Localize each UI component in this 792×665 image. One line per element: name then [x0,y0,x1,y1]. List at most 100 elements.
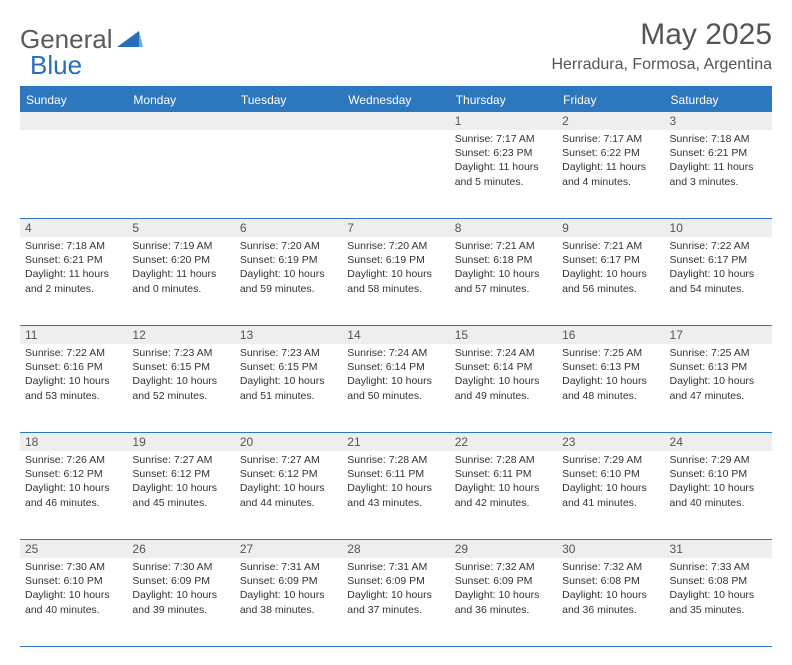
week-row: 11121314151617Sunrise: 7:22 AMSunset: 6:… [20,326,772,433]
daylight-line: Daylight: 10 hours and 41 minutes. [562,481,659,509]
daylight-line: Daylight: 10 hours and 49 minutes. [455,374,552,402]
daylight-line: Daylight: 10 hours and 46 minutes. [25,481,122,509]
day-content: Sunrise: 7:27 AMSunset: 6:12 PMDaylight:… [237,453,340,510]
dow-cell: Thursday [450,88,557,112]
day-number: 29 [450,540,557,558]
day-content: Sunrise: 7:31 AMSunset: 6:09 PMDaylight:… [344,560,447,617]
logo-text-blue: Blue [30,50,82,81]
sunrise-line: Sunrise: 7:32 AM [455,560,552,574]
daylight-line: Daylight: 10 hours and 36 minutes. [455,588,552,616]
day-content: Sunrise: 7:21 AMSunset: 6:17 PMDaylight:… [559,239,662,296]
sunrise-line: Sunrise: 7:25 AM [562,346,659,360]
day-number: 15 [450,326,557,344]
sunset-line: Sunset: 6:13 PM [670,360,767,374]
day-number: 8 [450,219,557,237]
sunrise-line: Sunrise: 7:23 AM [132,346,229,360]
day-cell: Sunrise: 7:18 AMSunset: 6:21 PMDaylight:… [665,132,772,218]
daylight-line: Daylight: 10 hours and 57 minutes. [455,267,552,295]
dow-cell: Monday [127,88,234,112]
sunrise-line: Sunrise: 7:21 AM [562,239,659,253]
daylight-line: Daylight: 11 hours and 4 minutes. [562,160,659,188]
day-number: 1 [450,112,557,130]
day-content: Sunrise: 7:28 AMSunset: 6:11 PMDaylight:… [452,453,555,510]
day-cell [127,132,234,218]
sunrise-line: Sunrise: 7:29 AM [670,453,767,467]
sunrise-line: Sunrise: 7:25 AM [670,346,767,360]
sunset-line: Sunset: 6:16 PM [25,360,122,374]
day-cell: Sunrise: 7:26 AMSunset: 6:12 PMDaylight:… [20,453,127,539]
day-content: Sunrise: 7:30 AMSunset: 6:10 PMDaylight:… [22,560,125,617]
day-number: 18 [20,433,127,451]
daylight-line: Daylight: 10 hours and 38 minutes. [240,588,337,616]
daylight-line: Daylight: 10 hours and 52 minutes. [132,374,229,402]
daylight-line: Daylight: 10 hours and 40 minutes. [670,481,767,509]
day-cell [20,132,127,218]
day-cell: Sunrise: 7:24 AMSunset: 6:14 PMDaylight:… [342,346,449,432]
week-row: 45678910Sunrise: 7:18 AMSunset: 6:21 PMD… [20,219,772,326]
daylight-line: Daylight: 10 hours and 56 minutes. [562,267,659,295]
sunset-line: Sunset: 6:14 PM [455,360,552,374]
day-number: 2 [557,112,664,130]
day-content: Sunrise: 7:30 AMSunset: 6:09 PMDaylight:… [129,560,232,617]
day-number: 19 [127,433,234,451]
day-cell: Sunrise: 7:31 AMSunset: 6:09 PMDaylight:… [235,560,342,646]
sunrise-line: Sunrise: 7:21 AM [455,239,552,253]
day-content: Sunrise: 7:21 AMSunset: 6:18 PMDaylight:… [452,239,555,296]
day-number-strip: 25262728293031 [20,540,772,558]
daylight-line: Daylight: 10 hours and 58 minutes. [347,267,444,295]
sunrise-line: Sunrise: 7:32 AM [562,560,659,574]
sunrise-line: Sunrise: 7:17 AM [455,132,552,146]
daylight-line: Daylight: 10 hours and 59 minutes. [240,267,337,295]
day-cell: Sunrise: 7:20 AMSunset: 6:19 PMDaylight:… [342,239,449,325]
day-number: 9 [557,219,664,237]
sunrise-line: Sunrise: 7:24 AM [347,346,444,360]
day-cell: Sunrise: 7:22 AMSunset: 6:17 PMDaylight:… [665,239,772,325]
week-row: 25262728293031Sunrise: 7:30 AMSunset: 6:… [20,540,772,647]
daylight-line: Daylight: 10 hours and 53 minutes. [25,374,122,402]
day-cell: Sunrise: 7:23 AMSunset: 6:15 PMDaylight:… [235,346,342,432]
sunrise-line: Sunrise: 7:33 AM [670,560,767,574]
sunset-line: Sunset: 6:09 PM [455,574,552,588]
sunset-line: Sunset: 6:12 PM [132,467,229,481]
day-number: 11 [20,326,127,344]
day-number: 31 [665,540,772,558]
sunrise-line: Sunrise: 7:18 AM [670,132,767,146]
day-number: 6 [235,219,342,237]
day-number-strip: 123 [20,112,772,130]
dow-cell: Sunday [20,88,127,112]
sunrise-line: Sunrise: 7:20 AM [240,239,337,253]
day-of-week-header: SundayMondayTuesdayWednesdayThursdayFrid… [20,88,772,112]
calendar: SundayMondayTuesdayWednesdayThursdayFrid… [20,86,772,647]
daylight-line: Daylight: 10 hours and 54 minutes. [670,267,767,295]
day-number [127,112,234,130]
daylight-line: Daylight: 10 hours and 51 minutes. [240,374,337,402]
header: General May 2025 Herradura, Formosa, Arg… [20,18,772,74]
sunset-line: Sunset: 6:21 PM [670,146,767,160]
day-content: Sunrise: 7:20 AMSunset: 6:19 PMDaylight:… [344,239,447,296]
day-cell: Sunrise: 7:19 AMSunset: 6:20 PMDaylight:… [127,239,234,325]
sunset-line: Sunset: 6:15 PM [240,360,337,374]
daylight-line: Daylight: 10 hours and 35 minutes. [670,588,767,616]
day-number: 24 [665,433,772,451]
day-content: Sunrise: 7:26 AMSunset: 6:12 PMDaylight:… [22,453,125,510]
day-number-strip: 45678910 [20,219,772,237]
daylight-line: Daylight: 10 hours and 40 minutes. [25,588,122,616]
sunset-line: Sunset: 6:09 PM [132,574,229,588]
day-number: 13 [235,326,342,344]
sunset-line: Sunset: 6:15 PM [132,360,229,374]
day-content: Sunrise: 7:29 AMSunset: 6:10 PMDaylight:… [559,453,662,510]
sunset-line: Sunset: 6:17 PM [562,253,659,267]
sunset-line: Sunset: 6:18 PM [455,253,552,267]
day-number: 12 [127,326,234,344]
sunset-line: Sunset: 6:11 PM [347,467,444,481]
sunset-line: Sunset: 6:22 PM [562,146,659,160]
sunrise-line: Sunrise: 7:17 AM [562,132,659,146]
sunset-line: Sunset: 6:14 PM [347,360,444,374]
daylight-line: Daylight: 10 hours and 45 minutes. [132,481,229,509]
day-content: Sunrise: 7:27 AMSunset: 6:12 PMDaylight:… [129,453,232,510]
sunset-line: Sunset: 6:10 PM [670,467,767,481]
sunrise-line: Sunrise: 7:30 AM [25,560,122,574]
logo-triangle-icon [117,31,143,49]
day-cell: Sunrise: 7:28 AMSunset: 6:11 PMDaylight:… [450,453,557,539]
sunset-line: Sunset: 6:12 PM [240,467,337,481]
